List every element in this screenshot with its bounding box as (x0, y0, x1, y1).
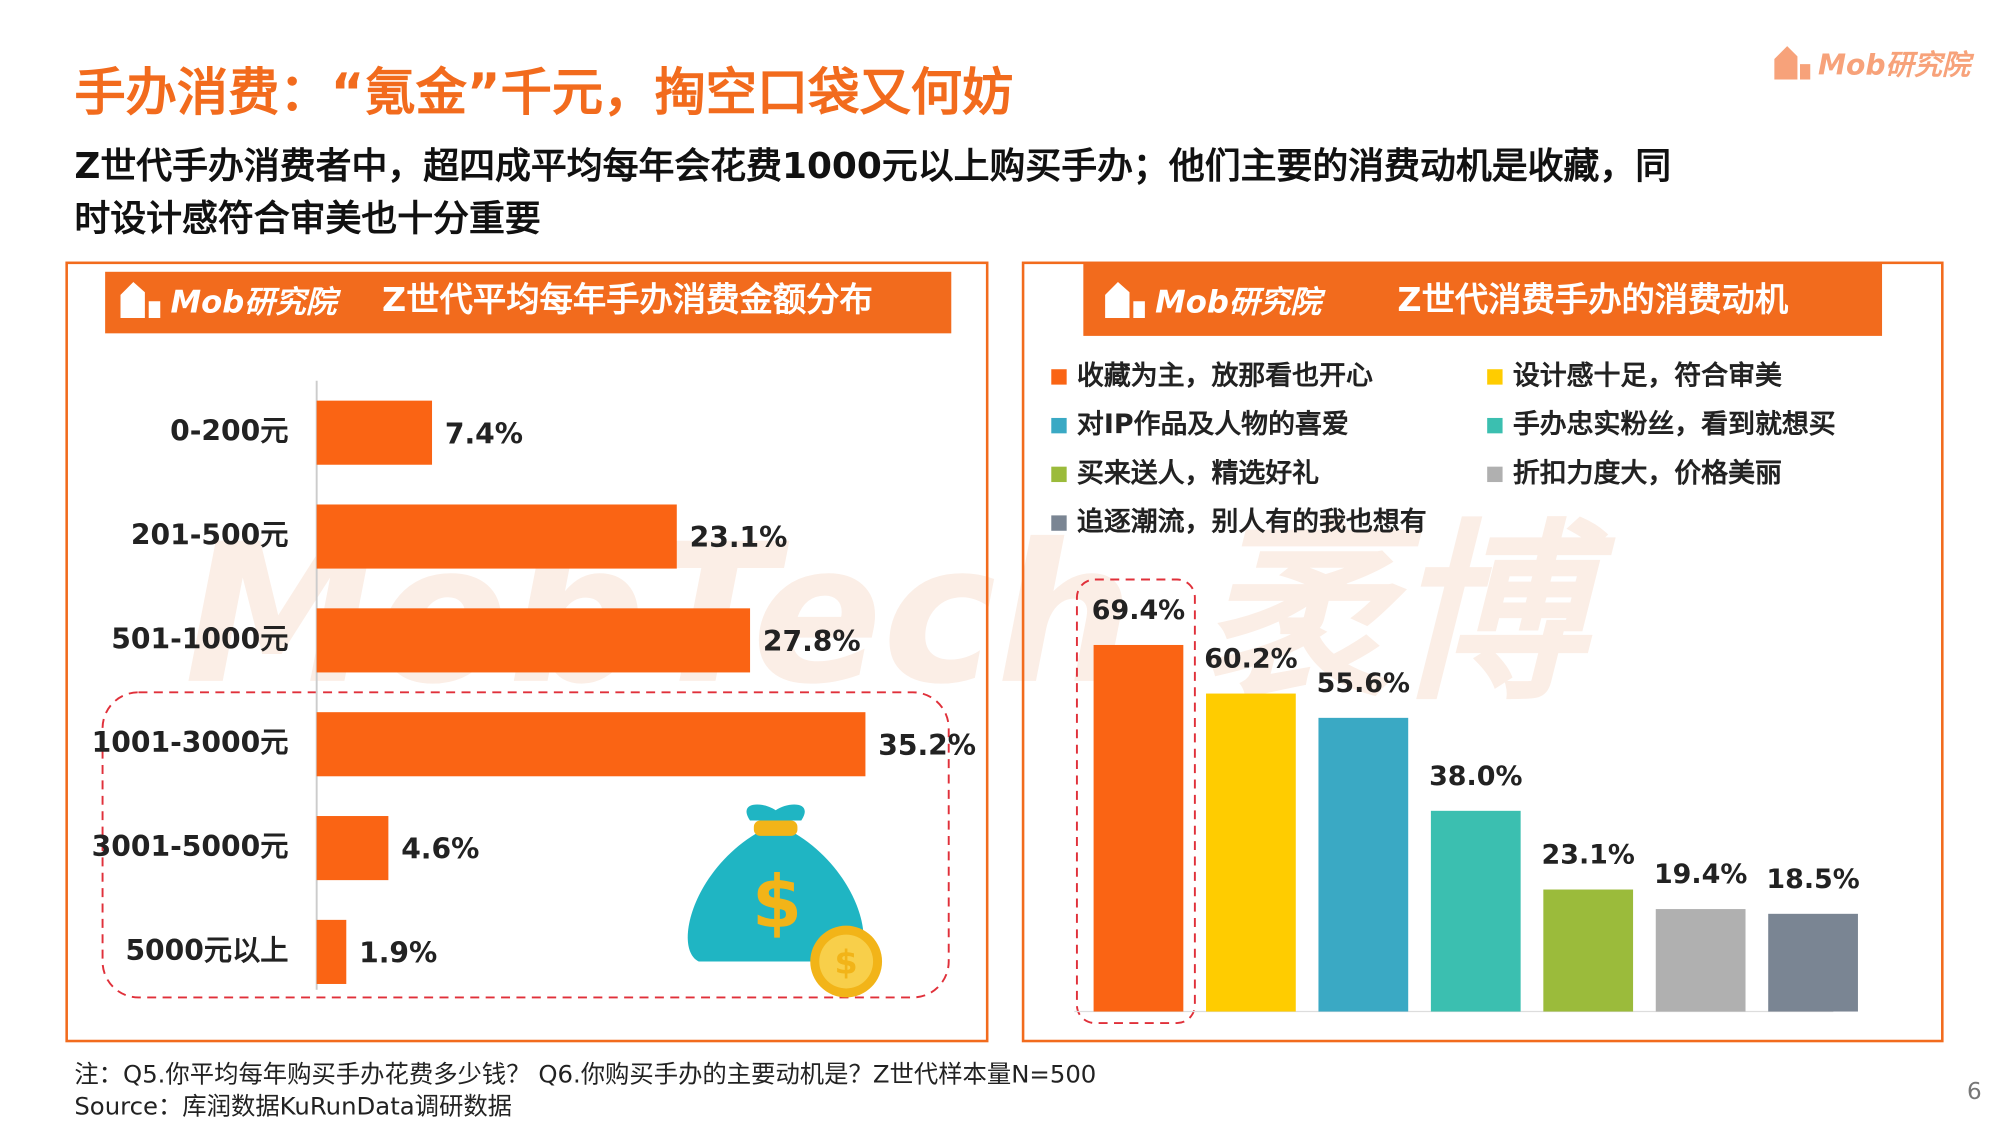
panel-banner (1083, 262, 1883, 336)
value-label: 19.4% (1654, 859, 1747, 890)
bar (1430, 810, 1521, 1012)
bar (1318, 717, 1409, 1012)
highlight-box (1075, 578, 1196, 1025)
bar (316, 816, 389, 881)
bar (1093, 644, 1184, 1012)
legend-swatch (1051, 369, 1067, 385)
note: 注：Q5.你平均每年购买手办花费多少钱？ Q6.你购买手办的主要动机是？Z世代样… (74, 1060, 1096, 1089)
bar (1206, 693, 1296, 1012)
value-label: 38.0% (1429, 761, 1522, 792)
value-label: 23.1% (690, 521, 788, 554)
brand: Mob研究院 (1818, 49, 1975, 82)
legend-swatch (1051, 466, 1067, 483)
bar (1655, 909, 1746, 1012)
value-label: 69.4% (1092, 595, 1185, 626)
panel-title: Z世代消费手办的消费动机 (1397, 280, 1788, 319)
category-label: 201-500元 (131, 519, 289, 552)
category-label: 3001-5000元 (92, 830, 289, 863)
value-label: 35.2% (878, 729, 976, 762)
bar (316, 608, 751, 673)
value-label: 23.1% (1542, 840, 1635, 871)
page-number: 6 (1967, 1079, 1982, 1105)
value-label: 4.6% (401, 833, 479, 866)
logo-icon (120, 282, 161, 318)
legend-swatch (1487, 466, 1503, 483)
highlight-box (101, 691, 950, 999)
subtitle: Z世代手办消费者中，超四成平均每年会花费1000元以上购买手办；他们主要的消费动… (74, 146, 1671, 187)
bar (1768, 913, 1858, 1012)
subtitle: 时设计感符合审美也十分重要 (74, 199, 540, 240)
bar (316, 400, 433, 465)
source: Source：库润数据KuRunData调研数据 (74, 1092, 512, 1121)
category-label: 501-1000元 (111, 622, 288, 655)
legend-label: 设计感十足，符合审美 (1513, 359, 1782, 391)
brand: Mob研究院 (171, 284, 342, 320)
bar (316, 919, 347, 984)
svg-text:$: $ (835, 943, 858, 982)
legend-swatch (1051, 515, 1067, 531)
category-label: 1001-3000元 (92, 726, 289, 759)
money-bag-icon: $ $ (687, 804, 883, 998)
legend-swatch (1051, 417, 1067, 434)
logo-icon (1105, 282, 1145, 318)
category-label: 5000元以上 (125, 934, 288, 967)
category-label: 0-200元 (170, 415, 288, 448)
bar (1543, 889, 1634, 1012)
value-label: 1.9% (359, 936, 437, 969)
panel-banner (105, 271, 952, 334)
slide-title: 手办消费：“氪金”千元，掏空口袋又何妨 (74, 63, 1013, 123)
legend-label: 折扣力度大，价格美丽 (1513, 457, 1782, 489)
legend-label: 追逐潮流，别人有的我也想有 (1077, 506, 1427, 538)
panel-title: Z世代平均每年手办消费金额分布 (382, 280, 873, 319)
legend-label: 对IP作品及人物的喜爱 (1077, 408, 1349, 440)
value-label: 7.4% (445, 417, 523, 450)
brand-logo: Mob研究院 (1774, 46, 1975, 82)
legend-label: 手办忠实粉丝，看到就想买 (1513, 408, 1836, 440)
value-label: 60.2% (1204, 644, 1297, 675)
legend-label: 买来送人，精选好礼 (1077, 457, 1319, 489)
legend-swatch (1487, 417, 1503, 434)
legend-swatch (1487, 369, 1503, 385)
legend-label: 收藏为主，放那看也开心 (1077, 359, 1373, 391)
bar (316, 712, 866, 777)
bar (316, 504, 677, 569)
value-label: 27.8% (763, 625, 861, 658)
panel (65, 261, 989, 1043)
brand: Mob研究院 (1155, 284, 1326, 320)
value-label: 55.6% (1317, 668, 1410, 699)
value-label: 18.5% (1766, 864, 1859, 895)
svg-text:$: $ (752, 860, 802, 944)
